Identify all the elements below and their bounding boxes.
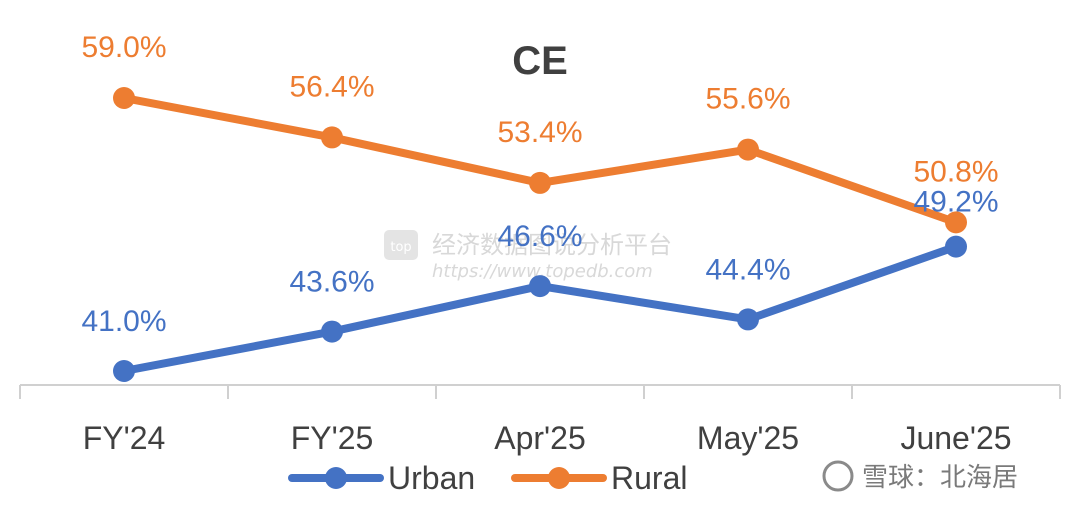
watermark-logo-text: top [390, 240, 411, 255]
data-label-urban: 49.2% [913, 186, 998, 219]
data-label-urban: 44.4% [705, 253, 790, 286]
data-point-urban [945, 235, 967, 258]
watermark-logo-box [384, 230, 418, 260]
data-label-rural: 53.4% [497, 116, 582, 149]
x-tick-label: FY'24 [83, 420, 166, 456]
chart-title: CE [512, 39, 568, 83]
data-point-rural [945, 211, 967, 234]
data-point-urban [113, 360, 135, 382]
x-tick-label: June'25 [900, 420, 1011, 456]
x-tick-label: FY'25 [291, 420, 374, 456]
data-point-urban [321, 320, 343, 343]
data-label-rural: 59.0% [81, 31, 166, 64]
legend-marker-urban [325, 467, 347, 489]
x-tick-label: May'25 [697, 420, 799, 456]
snowball-logo-icon [822, 460, 854, 492]
data-point-rural [737, 138, 759, 161]
watermark-corner: 雪球：北海居 [822, 460, 1018, 493]
legend-label-rural: Rural [611, 460, 687, 496]
watermark-corner-text: 雪球：北海居 [862, 463, 1018, 493]
watermark-center-text: 经济数据图说分析平台 [432, 231, 672, 259]
data-point-rural [321, 126, 343, 149]
data-labels: 41.0% 43.6% 46.6% 44.4% 49.2% 59.0% 56.4% 53.4%… [81, 31, 998, 338]
data-point-rural [113, 87, 135, 109]
data-point-urban [529, 275, 551, 298]
data-label-rural: 55.6% [705, 83, 790, 116]
x-tick-label: Apr'25 [494, 420, 586, 456]
data-label-rural: 56.4% [289, 70, 374, 103]
data-point-urban [737, 308, 759, 331]
legend-label-urban: Urban [388, 460, 475, 496]
x-axis: FY'24 FY'25 Apr'25 May'25 June'25 [19, 384, 1061, 456]
data-label-rural: 50.8% [913, 155, 998, 188]
data-label-urban: 43.6% [289, 266, 374, 299]
legend-marker-rural [548, 467, 570, 489]
data-point-rural [529, 171, 551, 194]
watermark-center-url: https://www.topedb.com [432, 261, 653, 282]
series-layer [113, 87, 967, 382]
watermark-center: top 经济数据图说分析平台 https://www.topedb.com [384, 230, 672, 282]
legend: Urban Rural [288, 460, 687, 496]
data-label-urban: 41.0% [81, 305, 166, 338]
data-label-urban: 46.6% [497, 220, 582, 253]
